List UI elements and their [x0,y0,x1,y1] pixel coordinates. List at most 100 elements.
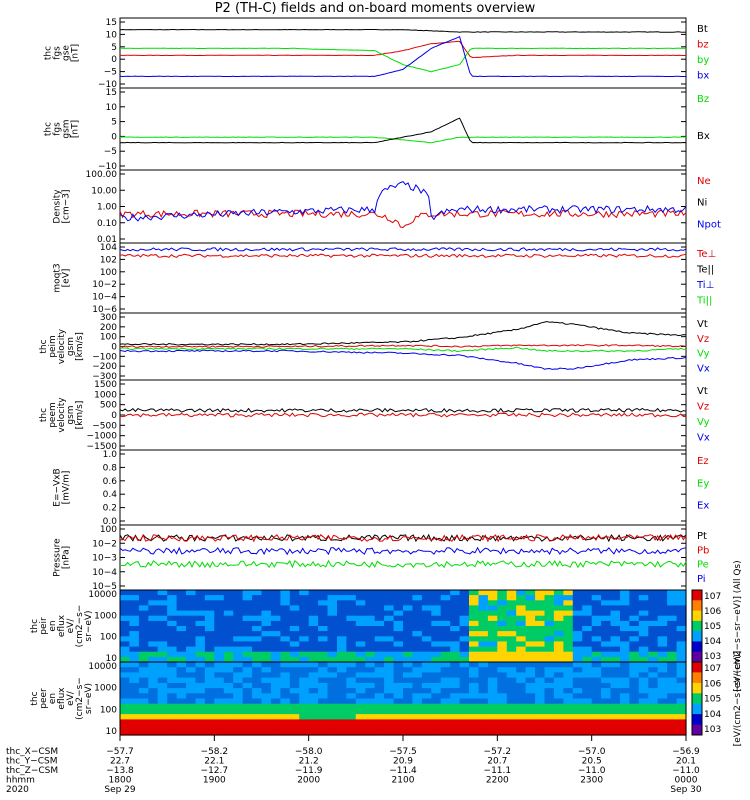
cell-8-18-11 [289,646,300,653]
cell-8-45-2 [544,600,555,606]
cell-8-23-8 [337,631,347,637]
cell-9-28-5 [384,688,395,694]
cell-8-26-3 [365,605,376,612]
cell-9-36-3 [459,677,470,684]
cell-9-20-4 [308,682,319,689]
cell-8-32-7 [421,626,432,632]
cell-9-30-6 [403,693,413,700]
cell-8-51-2 [601,600,612,606]
cell-9-0-9 [120,708,130,715]
cell-8-57-7 [657,626,668,632]
cell-8-36-11 [459,646,470,653]
cell-9-54-9 [629,708,640,715]
cell-9-17-9 [280,708,291,715]
cell-8-15-1 [261,595,272,601]
cell-8-14-13 [252,656,263,663]
legend-1-0: Bz [697,94,709,105]
cell-8-2-1 [138,595,149,601]
cell-8-23-3 [337,605,347,612]
cell-9-19-3 [299,677,310,684]
cell-8-49-8 [582,631,593,637]
footer-value-2-4: −11.1 [484,766,512,776]
cell-8-50-13 [591,656,602,663]
cell-8-33-7 [431,626,442,632]
cell-9-12-9 [233,708,244,715]
cell-9-27-3 [374,677,385,684]
cell-9-9-8 [204,703,215,710]
cell-9-6-12 [176,724,187,731]
cell-8-36-10 [459,641,470,648]
cell-9-7-2 [186,672,196,679]
cell-9-47-12 [563,724,574,731]
cell-9-16-5 [270,688,281,694]
cell-9-42-5 [516,688,527,694]
cell-9-42-4 [516,682,527,689]
cell-8-14-7 [252,626,263,632]
ytick-label-2-3: 0.10 [97,219,117,229]
cell-9-34-7 [440,698,451,705]
cell-8-25-13 [355,656,366,663]
cell-9-2-1 [138,667,149,673]
cell-8-2-5 [138,615,149,622]
footer-value-0-2: −58.0 [295,747,323,757]
cell-9-24-8 [346,703,357,710]
cell-9-58-12 [667,724,678,731]
cell-8-54-10 [629,641,640,648]
cell-8-10-1 [214,595,225,601]
cell-9-32-0 [421,662,432,668]
cell-9-44-5 [535,688,546,694]
footer-value-3-5: 2300 [580,776,603,786]
cell-8-25-0 [355,590,366,596]
cell-8-17-5 [280,615,291,622]
footer-value-0-6: −56.9 [672,747,700,757]
cell-8-12-4 [233,610,244,617]
cell-8-44-2 [535,600,546,606]
cell-9-46-0 [553,662,564,668]
cell-9-14-6 [252,693,263,700]
footer-value-3-1: 1900 [203,776,226,786]
cell-8-7-12 [186,651,196,658]
cell-8-17-2 [280,600,291,606]
ytick-label-0-2: 5 [111,43,117,53]
cell-9-48-13 [572,729,583,736]
cell-8-0-7 [120,626,130,632]
cell-8-11-4 [223,610,234,617]
cell-9-9-2 [204,672,215,679]
cell-9-57-5 [657,688,668,694]
cell-9-15-11 [261,719,272,726]
cell-9-32-2 [421,672,432,679]
cell-9-24-10 [346,714,357,720]
cell-9-21-1 [318,667,329,673]
cell-9-47-13 [563,729,574,736]
cell-8-17-8 [280,631,291,637]
ylabel-9-6: sr−eV) [84,683,94,714]
cell-8-34-9 [440,636,451,642]
cell-8-18-8 [289,631,300,637]
cell-8-29-1 [393,595,404,601]
cell-8-25-3 [355,605,366,612]
cell-9-30-5 [403,688,413,694]
cell-9-49-11 [582,719,593,726]
cell-8-57-3 [657,605,668,612]
cell-9-2-9 [138,708,149,715]
ylabel-4-0: thc [39,339,49,353]
series-7-Pt [119,533,687,543]
cell-9-32-7 [421,698,432,705]
cell-9-11-8 [223,703,234,710]
cell-8-7-13 [186,656,196,663]
cell-9-59-11 [676,719,687,726]
cell-9-36-1 [459,667,470,673]
cell-9-18-4 [289,682,300,689]
cell-9-43-10 [525,714,536,720]
cell-8-40-3 [497,605,508,612]
cell-8-6-11 [176,646,187,653]
cell-8-3-9 [148,636,159,642]
cell-9-25-5 [355,688,366,694]
cell-9-44-11 [535,719,546,726]
ytick-label-3-2: 100 [100,268,117,278]
cell-8-36-9 [459,636,470,642]
cell-8-40-10 [497,641,508,648]
cell-9-33-13 [431,729,442,736]
cell-9-1-12 [129,724,140,731]
cell-8-33-11 [431,646,442,653]
